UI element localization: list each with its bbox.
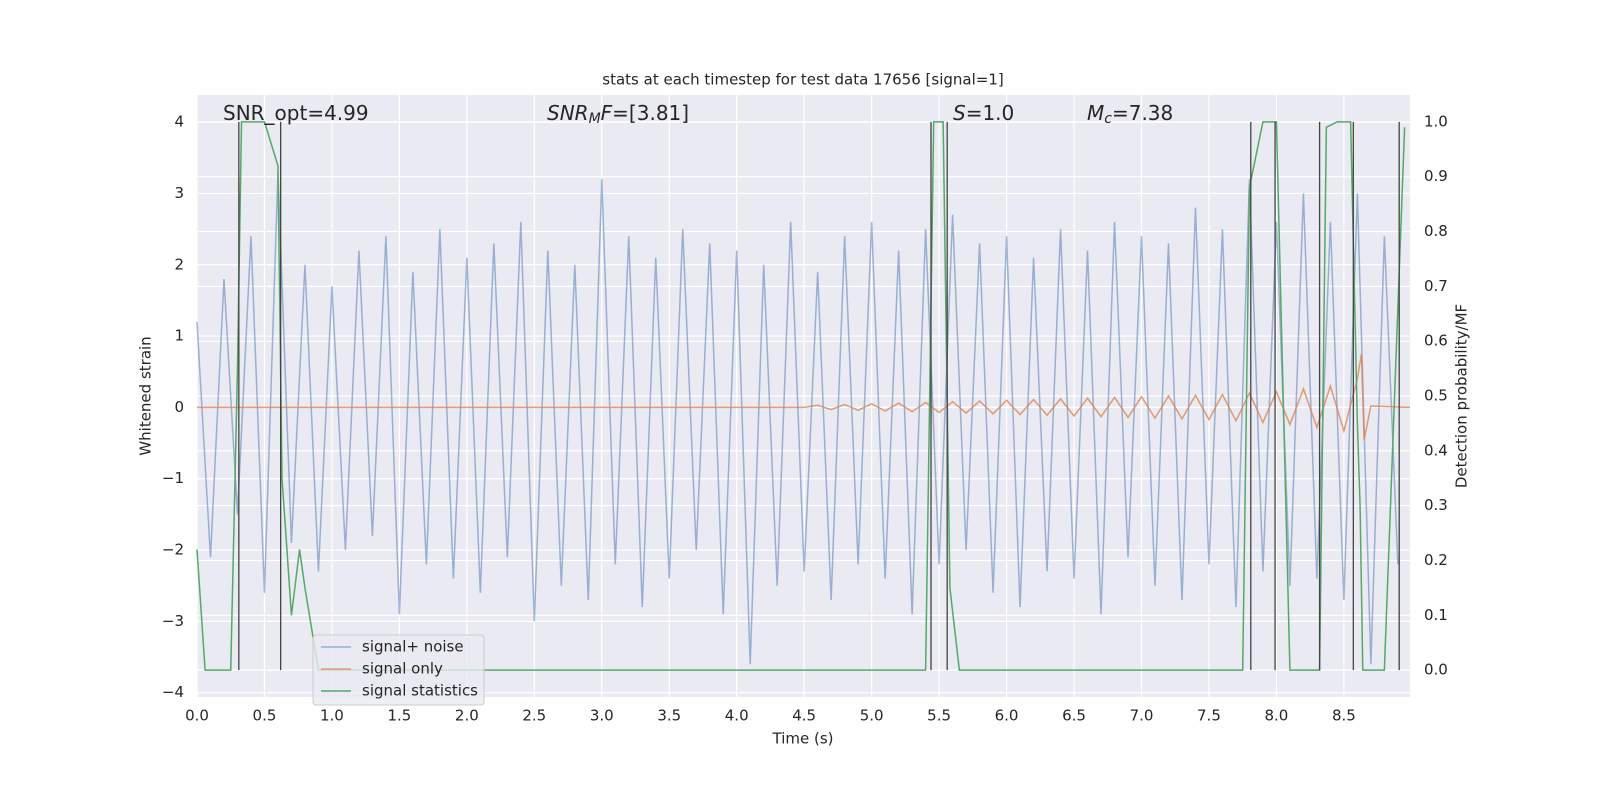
x-tick-label: 0.0 — [185, 707, 209, 725]
annotation-part: =7.38 — [1112, 101, 1173, 125]
legend-label: signal+ noise — [362, 638, 464, 656]
annotation: Mc=7.38 — [1087, 101, 1173, 128]
x-tick-label: 5.5 — [927, 707, 951, 725]
legend: signal+ noise signal only signal statistic… — [312, 634, 485, 706]
x-tick-label: 4.0 — [725, 707, 749, 725]
y-tick-label: 0 — [174, 398, 184, 416]
y-tick-label: 4 — [174, 113, 184, 131]
y2-tick-label: 0.2 — [1424, 551, 1448, 569]
chart-title: stats at each timestep for test data 176… — [602, 71, 1003, 89]
y2-axis-label: Detection probability/MF — [1453, 304, 1471, 488]
y2-tick-label: 0.8 — [1424, 222, 1448, 240]
legend-box — [312, 634, 485, 706]
x-tick-label: 1.5 — [387, 707, 411, 725]
y2-tick-label: 1.0 — [1424, 112, 1448, 130]
x-axis-label: Time (s) — [772, 730, 834, 748]
annotation-part: SNR — [547, 101, 589, 125]
x-tick-label: 7.0 — [1130, 707, 1154, 725]
y-axis-label: Whitened strain — [137, 336, 155, 455]
y2-tick-label: 0.0 — [1424, 661, 1448, 679]
y-tick-label: −1 — [162, 469, 184, 487]
annotation-part: =1.0 — [966, 101, 1015, 125]
series-line — [197, 353, 1411, 440]
x-tick-label: 3.5 — [657, 707, 681, 725]
x-tick-label: 4.5 — [792, 707, 816, 725]
annotation-part: M — [1087, 101, 1104, 125]
x-tick-label: 6.5 — [1062, 707, 1086, 725]
x-tick-label: 2.5 — [522, 707, 546, 725]
y2-tick-label: 0.9 — [1424, 167, 1448, 185]
y2-tick-label: 0.4 — [1424, 441, 1448, 459]
y2-tick-label: 0.5 — [1424, 387, 1448, 405]
series-line — [196, 172, 1399, 665]
annotation: SNRMF=[3.81] — [547, 101, 689, 128]
x-tick-label: 8.0 — [1264, 707, 1288, 725]
y2-tick-label: 0.7 — [1424, 277, 1448, 295]
x-tick-label: 1.0 — [320, 707, 344, 725]
x-tick-label: 6.0 — [995, 707, 1019, 725]
annotation-part: M — [589, 111, 601, 127]
x-tick-label: 2.0 — [455, 707, 479, 725]
y-tick-label: 1 — [174, 327, 184, 345]
x-tick-label: 5.0 — [860, 707, 884, 725]
y-tick-label: 2 — [174, 255, 184, 273]
x-tick-label: 7.5 — [1197, 707, 1221, 725]
annotation-part: F — [601, 101, 613, 125]
annotation-part: c — [1104, 111, 1112, 127]
y-tick-label: 3 — [174, 184, 184, 202]
annotation: S=1.0 — [953, 101, 1014, 125]
y-tick-label: −3 — [162, 612, 184, 630]
legend-label: signal statistics — [362, 682, 478, 700]
y-tick-label: −2 — [162, 541, 184, 559]
y2-tick-label: 0.6 — [1424, 332, 1448, 350]
annotation: SNR_opt=4.99 — [223, 101, 369, 125]
series-line — [196, 121, 1406, 671]
annotation-part: =[3.81] — [612, 101, 689, 125]
y-tick-label: −4 — [162, 683, 184, 701]
legend-label: signal only — [362, 660, 443, 678]
annotation-part: S — [953, 101, 966, 125]
grid — [196, 95, 1410, 697]
x-tick-label: 8.5 — [1332, 707, 1356, 725]
y2-tick-label: 0.1 — [1424, 606, 1448, 624]
x-tick-label: 3.0 — [590, 707, 614, 725]
annotation-part: SNR_opt=4.99 — [223, 101, 369, 125]
x-tick-label: 0.5 — [253, 707, 277, 725]
y2-tick-label: 0.3 — [1424, 496, 1448, 514]
